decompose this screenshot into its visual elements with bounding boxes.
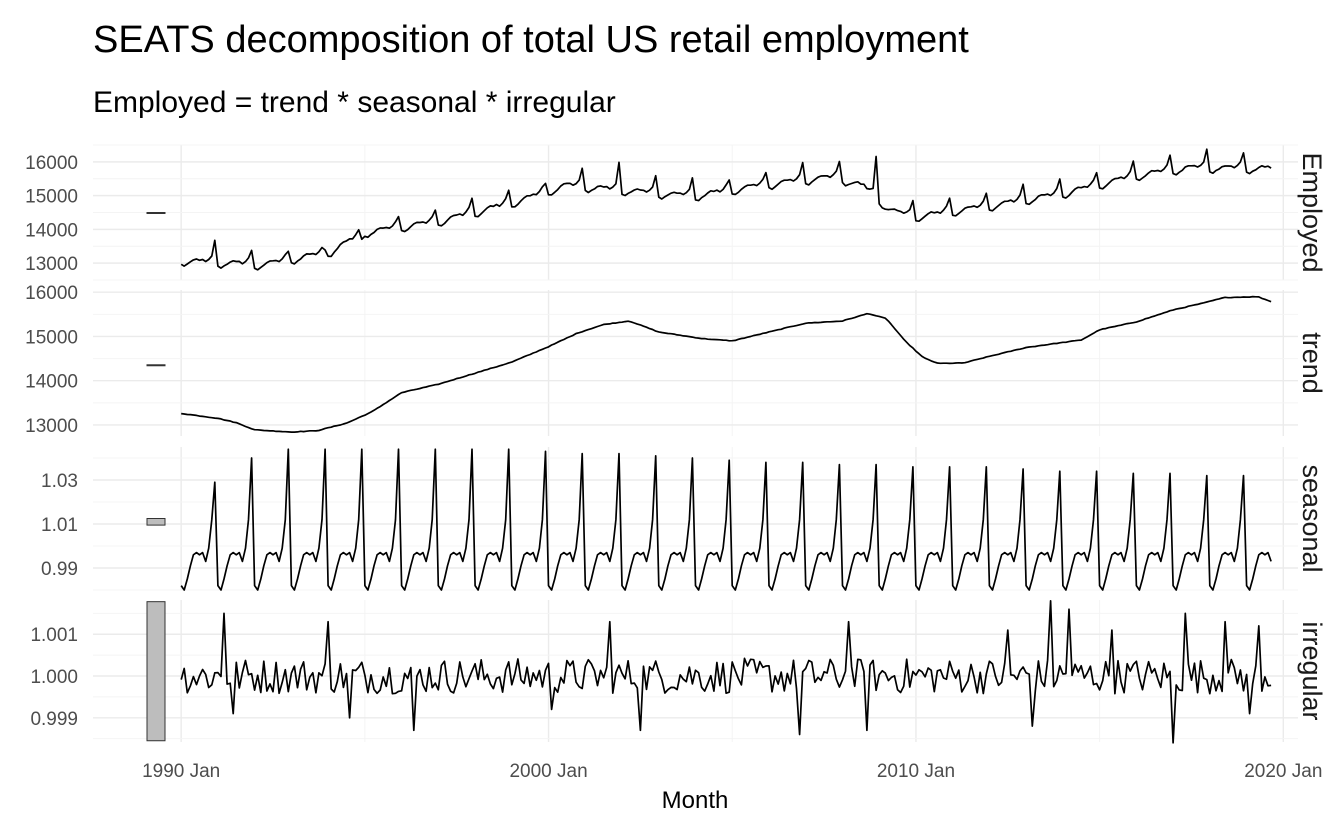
- panels-group: 13000 14000 15000 16000 Employed 13000 14000 15…: [25, 144, 1327, 744]
- series-line-Employed: [180, 148, 1272, 271]
- facet-label-seasonal: seasonal: [1297, 464, 1327, 572]
- series-line-seasonal: [180, 448, 1272, 591]
- y-tick-label: 15000: [25, 327, 78, 348]
- y-tick-label: 13000: [25, 416, 78, 437]
- y-tick-label: 0.99: [41, 559, 78, 580]
- x-tick-label: 2000 Jan: [509, 761, 587, 782]
- x-tick-label: 2020 Jan: [1244, 761, 1322, 782]
- y-tick-label: 0.999: [30, 709, 78, 730]
- y-tick-label: 14000: [25, 372, 78, 393]
- y-tick-label: 14000: [25, 220, 78, 241]
- y-tick-label: 16000: [25, 283, 78, 304]
- chart-title: SEATS decomposition of total US retail e…: [93, 19, 969, 61]
- scale-bar: [146, 518, 166, 526]
- y-tick-label: 1.001: [30, 625, 78, 646]
- facet-label-trend: trend: [1297, 332, 1327, 394]
- scale-bar: [146, 212, 166, 214]
- facet-label-irregular: irregular: [1297, 621, 1327, 720]
- scale-bar: [146, 364, 166, 367]
- scale-bar: [146, 601, 166, 742]
- y-tick-label: 1.000: [30, 667, 78, 688]
- facet-label-Employed: Employed: [1297, 152, 1327, 272]
- x-axis-title: Month: [662, 787, 729, 814]
- y-tick-label: 1.01: [41, 515, 78, 536]
- y-tick-label: 1.03: [41, 471, 78, 492]
- y-tick-label: 15000: [25, 187, 78, 208]
- panel-irregular: 0.999 1.000 1.001 irregular: [30, 599, 1327, 744]
- series-line-irregular: [180, 599, 1272, 744]
- y-tick-label: 13000: [25, 254, 78, 275]
- panel-Employed: 13000 14000 15000 16000 Employed: [25, 144, 1327, 281]
- x-tick-label: 2010 Jan: [877, 761, 955, 782]
- x-tick-label: 1990 Jan: [142, 761, 220, 782]
- panel-trend: 13000 14000 15000 16000 trend: [25, 283, 1327, 437]
- panel-seasonal: 0.99 1.01 1.03 seasonal: [41, 447, 1327, 591]
- y-tick-label: 16000: [25, 153, 78, 174]
- series-line-trend: [181, 295, 1272, 433]
- x-axis: 1990 Jan 2000 Jan 2010 Jan 2020 Jan: [142, 761, 1322, 782]
- chart-subtitle: Employed = trend * seasonal * irregular: [93, 86, 616, 119]
